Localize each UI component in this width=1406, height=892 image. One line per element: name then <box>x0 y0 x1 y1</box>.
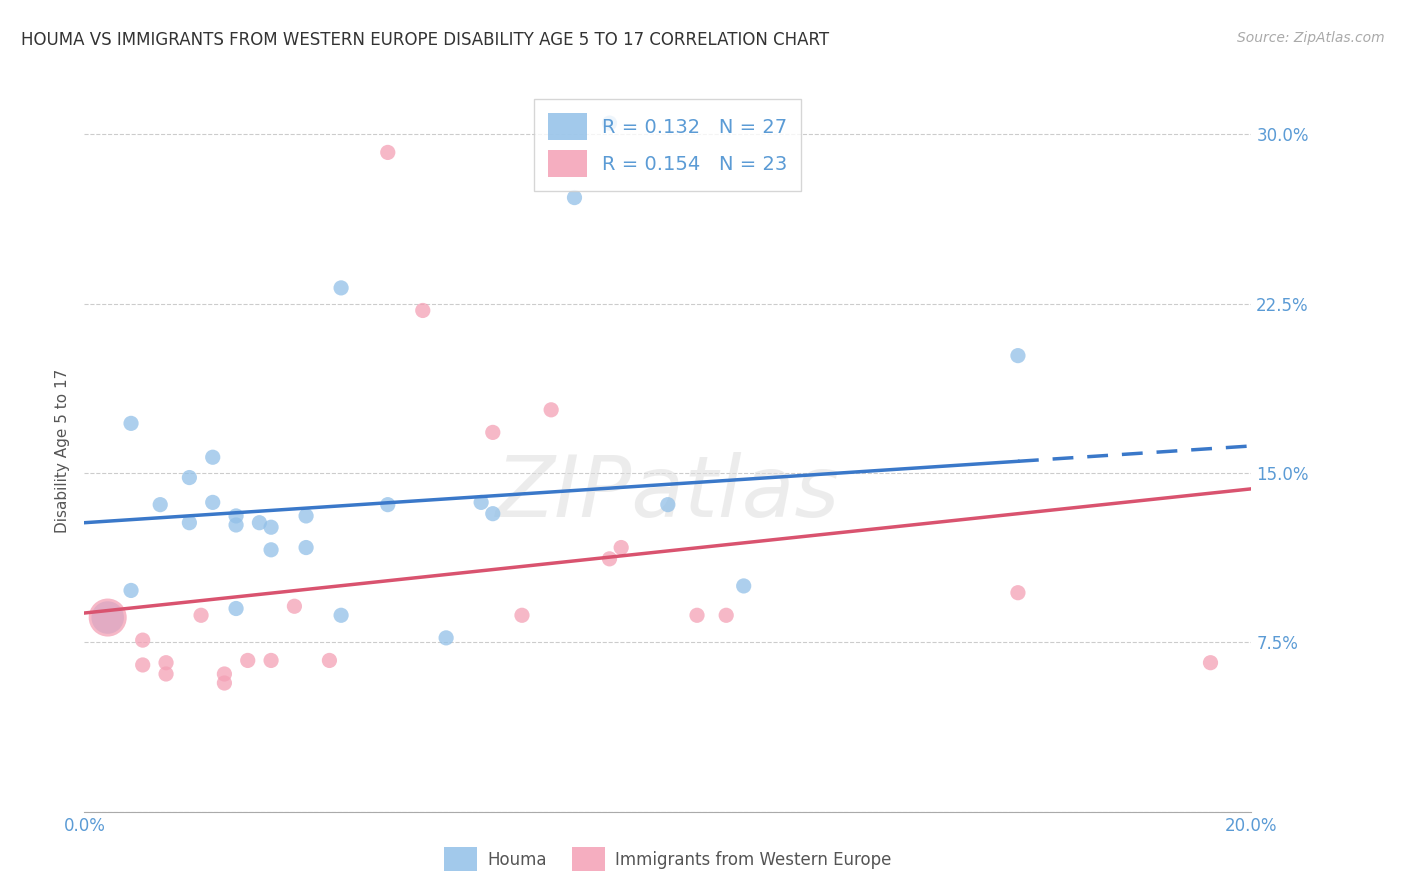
Point <box>295 508 318 523</box>
Text: Source: ZipAtlas.com: Source: ZipAtlas.com <box>1237 31 1385 45</box>
Point <box>97 610 120 624</box>
Point <box>330 608 353 623</box>
Text: ZIPatlas: ZIPatlas <box>496 452 839 535</box>
Point <box>412 303 434 318</box>
Point <box>1007 585 1029 599</box>
Point <box>225 518 247 533</box>
Point <box>155 667 177 681</box>
Point <box>330 281 353 295</box>
Point <box>225 601 247 615</box>
Point <box>716 608 738 623</box>
Point <box>149 498 172 512</box>
Point <box>236 653 259 667</box>
Point <box>610 541 633 555</box>
Point <box>482 425 505 440</box>
Point <box>733 579 755 593</box>
Point <box>599 116 621 130</box>
Point <box>97 610 120 624</box>
Point <box>434 631 457 645</box>
Point <box>190 608 212 623</box>
Point <box>214 667 236 681</box>
Legend: Houma, Immigrants from Western Europe: Houma, Immigrants from Western Europe <box>436 839 900 880</box>
Point <box>377 145 399 160</box>
Point <box>318 653 340 667</box>
Point <box>132 657 155 672</box>
Point <box>260 653 283 667</box>
Point <box>201 450 224 465</box>
Point <box>1199 656 1222 670</box>
Point <box>283 599 305 614</box>
Y-axis label: Disability Age 5 to 17: Disability Age 5 to 17 <box>55 368 70 533</box>
Point <box>260 520 283 534</box>
Point <box>214 676 236 690</box>
Point <box>470 495 492 509</box>
Point <box>295 541 318 555</box>
Point <box>225 508 247 523</box>
Point <box>120 583 142 598</box>
Point <box>260 542 283 557</box>
Point <box>1007 349 1029 363</box>
Point <box>155 656 177 670</box>
Point <box>657 498 679 512</box>
Point <box>179 470 201 484</box>
Point <box>249 516 271 530</box>
Point <box>179 516 201 530</box>
Point <box>132 633 155 648</box>
Point <box>201 495 224 509</box>
Text: HOUMA VS IMMIGRANTS FROM WESTERN EUROPE DISABILITY AGE 5 TO 17 CORRELATION CHART: HOUMA VS IMMIGRANTS FROM WESTERN EUROPE … <box>21 31 830 49</box>
Point <box>377 498 399 512</box>
Point <box>564 190 586 204</box>
Point <box>510 608 533 623</box>
Point <box>482 507 505 521</box>
Point <box>540 402 562 417</box>
Point <box>686 608 709 623</box>
Point <box>120 417 142 431</box>
Point <box>599 551 621 566</box>
